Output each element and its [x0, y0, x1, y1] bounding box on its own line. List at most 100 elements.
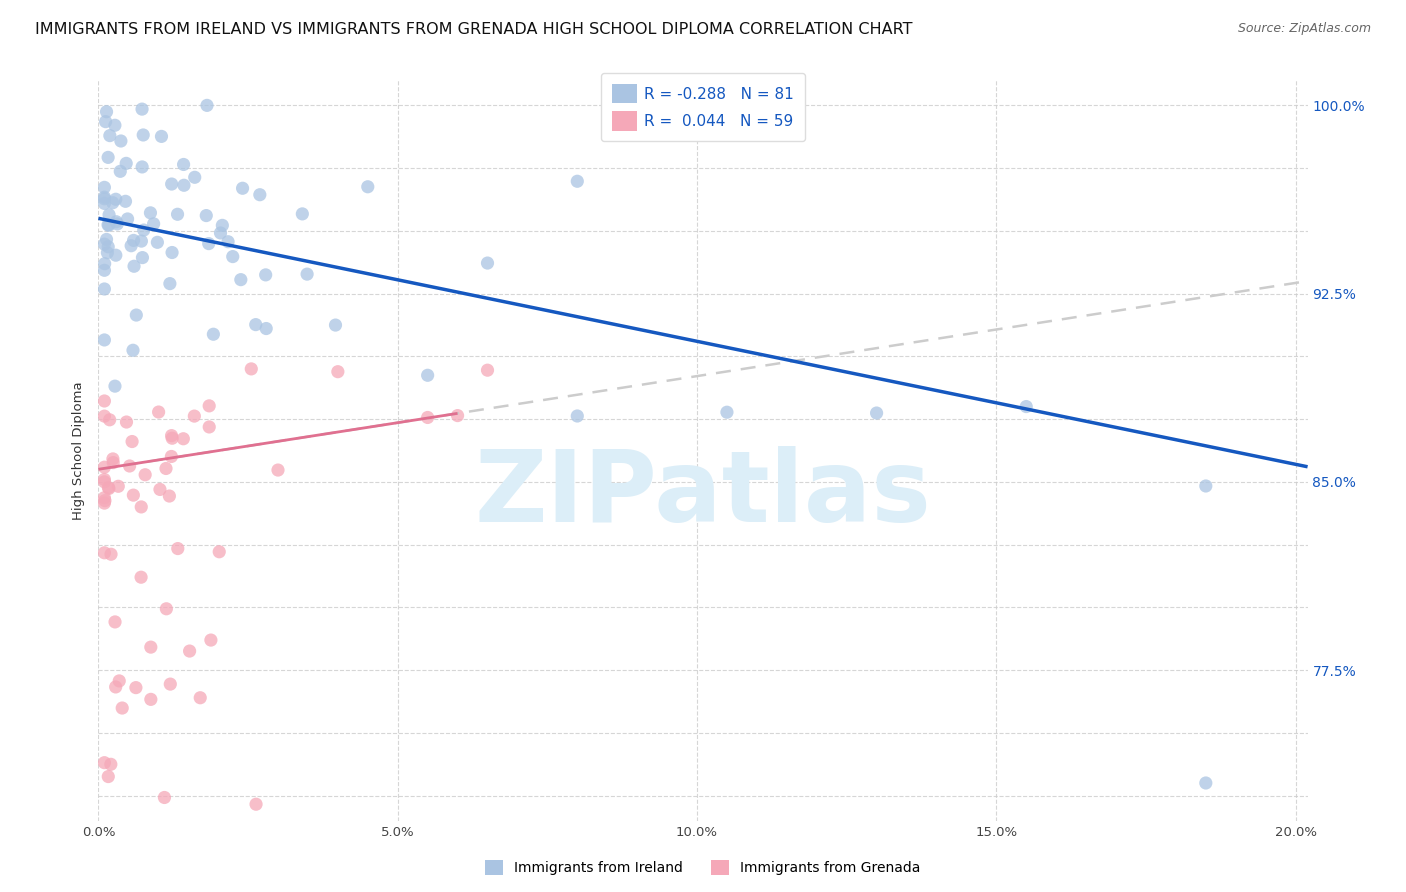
Point — [179, 644, 201, 658]
Point — [131, 160, 153, 174]
Point — [166, 541, 188, 556]
Point — [197, 236, 219, 251]
Point — [97, 218, 120, 232]
Point — [98, 208, 121, 222]
Point — [93, 473, 115, 487]
Point — [254, 321, 277, 335]
Point — [93, 263, 115, 277]
Point — [567, 409, 589, 423]
Point — [115, 156, 138, 170]
Point — [122, 343, 145, 358]
Point — [97, 770, 120, 784]
Point — [97, 150, 120, 164]
Point — [114, 194, 136, 209]
Point — [477, 363, 499, 377]
Point — [567, 174, 589, 188]
Point — [249, 187, 271, 202]
Point — [146, 235, 169, 250]
Point — [155, 461, 177, 475]
Point — [104, 118, 127, 132]
Point — [232, 181, 254, 195]
Point — [211, 219, 233, 233]
Point — [93, 333, 115, 347]
Point — [159, 277, 181, 291]
Point — [111, 701, 134, 715]
Point — [202, 327, 225, 342]
Point — [188, 690, 211, 705]
Point — [198, 420, 221, 434]
Point — [131, 102, 153, 116]
Point — [245, 797, 267, 812]
Point — [104, 192, 127, 206]
Point — [101, 195, 124, 210]
Point — [104, 379, 127, 393]
Point — [94, 114, 117, 128]
Point — [131, 234, 153, 248]
Point — [291, 207, 314, 221]
Point — [166, 207, 188, 221]
Point — [173, 178, 195, 193]
Point — [122, 234, 145, 248]
Point — [107, 479, 129, 493]
Point — [153, 790, 176, 805]
Point — [93, 180, 115, 194]
Point — [155, 601, 177, 615]
Point — [110, 134, 132, 148]
Point — [1195, 479, 1218, 493]
Point — [198, 399, 221, 413]
Point — [208, 545, 231, 559]
Point — [117, 211, 139, 226]
Point — [93, 409, 115, 424]
Point — [105, 215, 128, 229]
Point — [118, 458, 141, 473]
Point — [267, 463, 290, 477]
Point — [139, 206, 162, 220]
Point — [93, 190, 115, 204]
Point — [325, 318, 347, 332]
Point — [1015, 400, 1038, 414]
Point — [1195, 776, 1218, 790]
Point — [93, 496, 115, 510]
Point — [222, 250, 245, 264]
Point — [93, 475, 115, 489]
Point — [94, 493, 117, 508]
Y-axis label: High School Diploma: High School Diploma — [72, 381, 86, 520]
Point — [98, 413, 121, 427]
Point — [129, 500, 152, 514]
Point — [93, 192, 115, 206]
Point — [160, 450, 183, 464]
Point — [160, 245, 183, 260]
Point — [172, 432, 194, 446]
Point — [96, 104, 118, 119]
Point — [93, 756, 115, 770]
Legend: Immigrants from Ireland, Immigrants from Grenada: Immigrants from Ireland, Immigrants from… — [479, 855, 927, 880]
Text: Source: ZipAtlas.com: Source: ZipAtlas.com — [1237, 22, 1371, 36]
Point — [101, 451, 124, 466]
Point — [160, 431, 183, 445]
Point — [160, 177, 183, 191]
Point — [240, 362, 263, 376]
Legend: R = -0.288   N = 81, R =  0.044   N = 59: R = -0.288 N = 81, R = 0.044 N = 59 — [602, 73, 804, 142]
Point — [173, 157, 195, 171]
Point — [93, 257, 115, 271]
Point — [477, 256, 499, 270]
Point — [129, 570, 152, 584]
Point — [131, 251, 153, 265]
Point — [93, 237, 115, 252]
Point — [142, 217, 165, 231]
Point — [217, 235, 239, 249]
Point — [416, 368, 439, 383]
Point — [100, 547, 122, 561]
Point — [148, 405, 170, 419]
Point — [105, 217, 128, 231]
Point — [97, 482, 120, 496]
Point — [122, 259, 145, 273]
Point — [245, 318, 267, 332]
Point — [98, 128, 121, 143]
Text: ZIPatlas: ZIPatlas — [475, 446, 931, 543]
Point — [200, 633, 222, 648]
Point — [110, 164, 132, 178]
Point — [229, 273, 252, 287]
Point — [295, 267, 318, 281]
Point — [125, 308, 148, 322]
